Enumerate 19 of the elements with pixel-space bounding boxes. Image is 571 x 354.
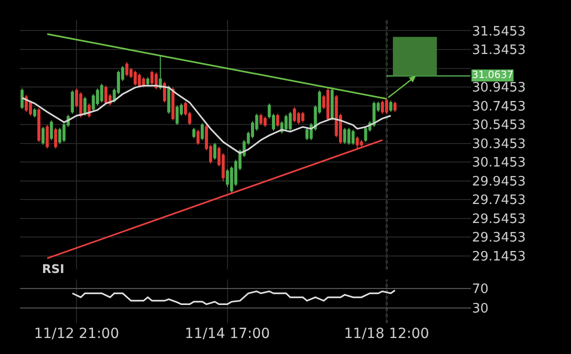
- y-tick-label: 29.9453: [472, 174, 526, 190]
- x-tick-label: 11/12 21:00: [34, 326, 120, 342]
- y-tick-label: 29.7453: [472, 193, 526, 208]
- y-tick-label: 29.3453: [472, 230, 526, 246]
- chart-title: RSI: [42, 262, 64, 276]
- y-tick-label: 29.1453: [472, 249, 526, 264]
- y-tick-label: 30.9453: [472, 80, 526, 96]
- y-tick-label: 30.3453: [472, 136, 526, 152]
- y-tick-label: 30.1453: [472, 156, 526, 171]
- x-tick-label: 11/18 12:00: [344, 326, 430, 342]
- ref-line-label: 31.0637: [472, 70, 514, 81]
- y-tick-label: 30.7453: [472, 99, 526, 114]
- y-tick-label: 70: [472, 282, 489, 297]
- y-tick-label: 30: [472, 302, 489, 317]
- y-tick-label: 30.5453: [472, 118, 526, 134]
- y-tick-label: 31.3453: [472, 43, 526, 58]
- y-tick-label: 29.5453: [472, 212, 526, 227]
- y-tick-label: 31.5453: [472, 24, 526, 40]
- x-tick-label: 11/14 17:00: [184, 326, 270, 342]
